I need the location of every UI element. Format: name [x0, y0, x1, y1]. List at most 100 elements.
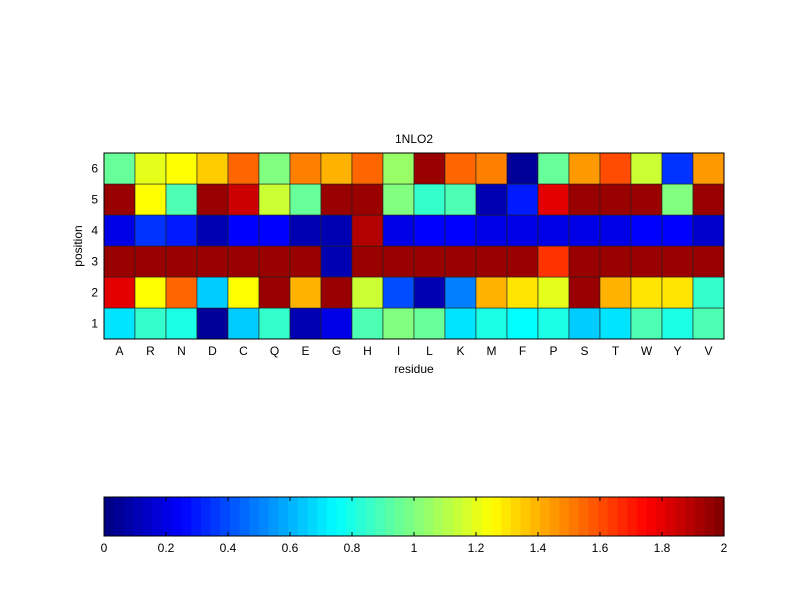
heatmap-cell	[599, 183, 632, 216]
colorbar-frame	[103, 496, 725, 537]
colorbar-band	[452, 497, 464, 536]
heatmap-cell	[320, 245, 353, 278]
heatmap-cell	[444, 276, 477, 309]
heatmap-cell	[506, 214, 539, 247]
heatmap-cell	[661, 152, 694, 185]
colorbar-tick-labels: 0 0.2 0.4 0.6 0.8 1 1.2 1.4 1.6 1.8 2	[101, 497, 728, 555]
colorbar-tick-label: 0	[101, 541, 108, 555]
heatmap-cell	[444, 214, 477, 247]
heatmap-cell	[165, 152, 198, 185]
heatmap-cell	[475, 214, 508, 247]
heatmap-cell	[568, 245, 601, 278]
x-tick-label: P	[549, 344, 557, 358]
colorbar-tick-label: 0.6	[282, 541, 299, 555]
heatmap-cell	[630, 183, 663, 216]
colorbar-band	[259, 497, 270, 536]
heatmap-cell	[227, 152, 260, 185]
heatmap-cell	[599, 245, 632, 278]
colorbar-band	[481, 497, 493, 536]
colorbar-band	[530, 497, 541, 536]
colorbar-band	[162, 497, 173, 536]
heatmap-cell	[134, 245, 167, 278]
heatmap-cell	[661, 183, 694, 216]
heatmap-cell	[537, 276, 570, 309]
colorbar-band	[685, 497, 696, 536]
heatmap-cell	[227, 214, 260, 247]
heatmap-cell	[227, 245, 260, 278]
colorbar-band	[394, 497, 405, 536]
colorbar-band	[472, 497, 483, 536]
heatmap-cell	[537, 152, 570, 185]
colorbar-band	[142, 497, 154, 536]
heatmap-cell	[661, 276, 694, 309]
colorbar-tick-label: 0.8	[344, 541, 361, 555]
colorbar-band	[181, 497, 192, 536]
colorbar-band	[355, 497, 367, 536]
heatmap-cell	[227, 276, 260, 309]
x-tick-label: S	[580, 344, 588, 358]
y-axis-label: position	[71, 225, 85, 266]
colorbar-band	[414, 497, 425, 536]
heatmap-cell	[692, 276, 725, 309]
heatmap-cell	[258, 245, 291, 278]
colorbar-band	[501, 497, 512, 536]
heatmap-cell	[103, 276, 136, 309]
heatmap-cell	[692, 152, 725, 185]
colorbar-band	[336, 497, 347, 536]
heatmap-cell	[475, 307, 508, 340]
heatmap-cell	[692, 214, 725, 247]
x-axis-label: residue	[394, 362, 434, 376]
heatmap-cell	[475, 245, 508, 278]
heatmap-cell	[227, 307, 260, 340]
heatmap-cell	[661, 214, 694, 247]
colorbar-band	[268, 497, 279, 536]
heatmap-cell	[382, 152, 415, 185]
x-tick-label: W	[641, 344, 653, 358]
heatmap-cell	[568, 214, 601, 247]
colorbar-bands	[104, 497, 725, 536]
chart-title: 1NLO2	[395, 132, 433, 146]
heatmap-cell	[444, 245, 477, 278]
colorbar-band	[646, 497, 657, 536]
colorbar-band	[249, 497, 260, 536]
heatmap-cell	[692, 245, 725, 278]
heatmap-cell	[196, 307, 229, 340]
heatmap-cell	[351, 245, 384, 278]
colorbar-band	[423, 497, 434, 536]
heatmap-cell	[413, 214, 446, 247]
heatmap-cell	[258, 276, 291, 309]
heatmap-cell	[289, 152, 322, 185]
heatmap-cell	[165, 214, 198, 247]
heatmap-cell	[599, 276, 632, 309]
heatmap-cell	[134, 152, 167, 185]
heatmap-cell	[444, 152, 477, 185]
x-tick-label: I	[397, 344, 400, 358]
colorbar-tick-label: 1.6	[592, 541, 609, 555]
heatmap-cell	[382, 183, 415, 216]
heatmap-cell	[475, 276, 508, 309]
heatmap-cell	[103, 245, 136, 278]
heatmap-cell	[413, 307, 446, 340]
colorbar-band	[510, 497, 522, 536]
heatmap-cell	[103, 307, 136, 340]
heatmap-cell	[351, 214, 384, 247]
x-tick-label: M	[487, 344, 497, 358]
colorbar-band	[617, 497, 628, 536]
heatmap-cell	[258, 183, 291, 216]
colorbar-band	[229, 497, 241, 536]
colorbar-band	[656, 497, 667, 536]
heatmap-cell	[196, 183, 229, 216]
heatmap-cell	[537, 245, 570, 278]
colorbar-tick-label: 1	[411, 541, 418, 555]
colorbar-band	[694, 497, 706, 536]
heatmap-cell	[165, 183, 198, 216]
heatmap-cell	[258, 152, 291, 185]
colorbar-band	[578, 497, 589, 536]
colorbar-tick-label: 0.4	[220, 541, 237, 555]
heatmap-cells	[103, 152, 725, 340]
heatmap-cell	[630, 214, 663, 247]
x-tick-label: Y	[673, 344, 681, 358]
heatmap-cell	[630, 307, 663, 340]
y-tick-label: 1	[91, 317, 98, 331]
